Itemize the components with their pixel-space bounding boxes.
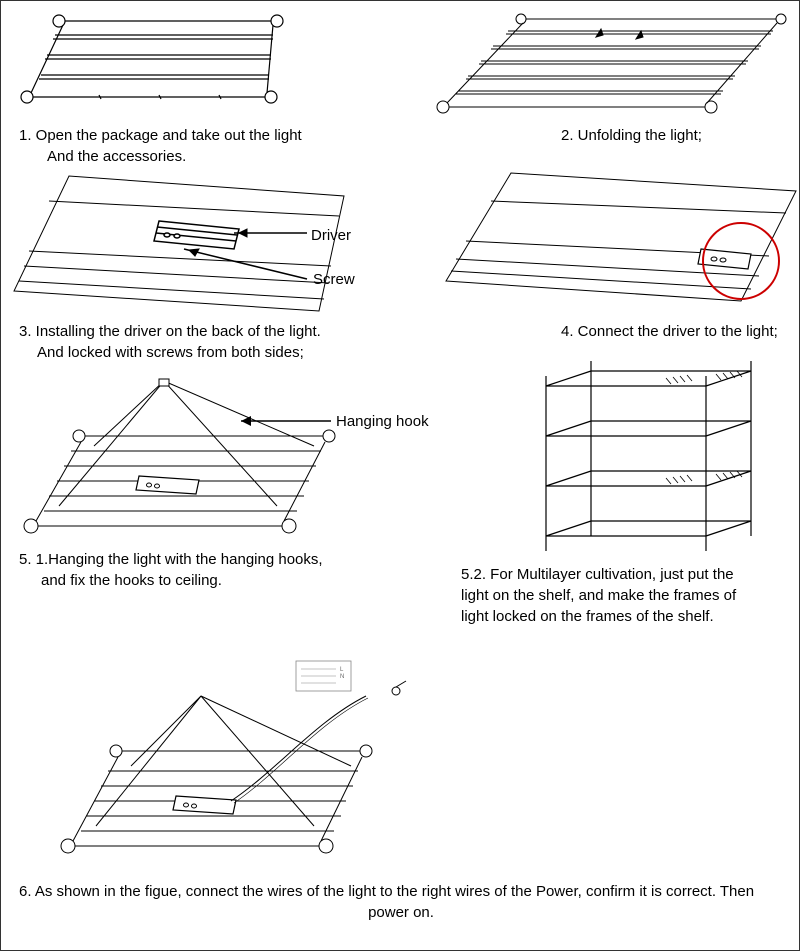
step3-line1: 3. Installing the driver on the back of … [19, 321, 321, 342]
driver-label: Driver [311, 227, 351, 244]
step2-text: 2. Unfolding the light; [561, 125, 702, 146]
step52-illustration [521, 356, 781, 556]
step1-line2: And the accessories. [47, 146, 302, 167]
step52-line3: light locked on the frames of the shelf. [461, 606, 791, 627]
step4-illustration [441, 171, 800, 316]
step1-text: 1. Open the package and take out the lig… [19, 125, 302, 167]
step4-text: 4. Connect the driver to the light; [561, 321, 778, 342]
step1-line1: 1. Open the package and take out the lig… [19, 125, 302, 146]
step4-line: 4. Connect the driver to the light; [561, 321, 778, 342]
step3-line2: And locked with screws from both sides; [37, 342, 321, 363]
hanging-hook-label: Hanging hook [336, 413, 429, 430]
screw-label: Screw [313, 271, 355, 288]
step5-illustration [19, 376, 349, 541]
step52-line2: light on the shelf, and make the frames … [461, 585, 791, 606]
svg-text:N: N [340, 674, 344, 680]
step3-text: 3. Installing the driver on the back of … [19, 321, 321, 363]
step52-text: 5.2. For Multilayer cultivation, just pu… [461, 564, 791, 627]
step5-line2: and fix the hooks to ceiling. [41, 570, 323, 591]
step6-illustration: L N [56, 641, 436, 861]
step2-illustration [431, 9, 791, 119]
step6-line2: power on. [19, 902, 783, 923]
step5-line1: 5. 1.Hanging the light with the hanging … [19, 549, 323, 570]
step6-text: 6. As shown in the figue, connect the wi… [19, 881, 783, 923]
step3-illustration [9, 171, 349, 316]
step52-line1: 5.2. For Multilayer cultivation, just pu… [461, 564, 791, 585]
step5-text: 5. 1.Hanging the light with the hanging … [19, 549, 323, 591]
step1-illustration [9, 9, 289, 119]
hanging-hook-arrow [231, 406, 351, 436]
step6-line1: 6. As shown in the figue, connect the wi… [19, 881, 783, 902]
step2-line: 2. Unfolding the light; [561, 125, 702, 146]
